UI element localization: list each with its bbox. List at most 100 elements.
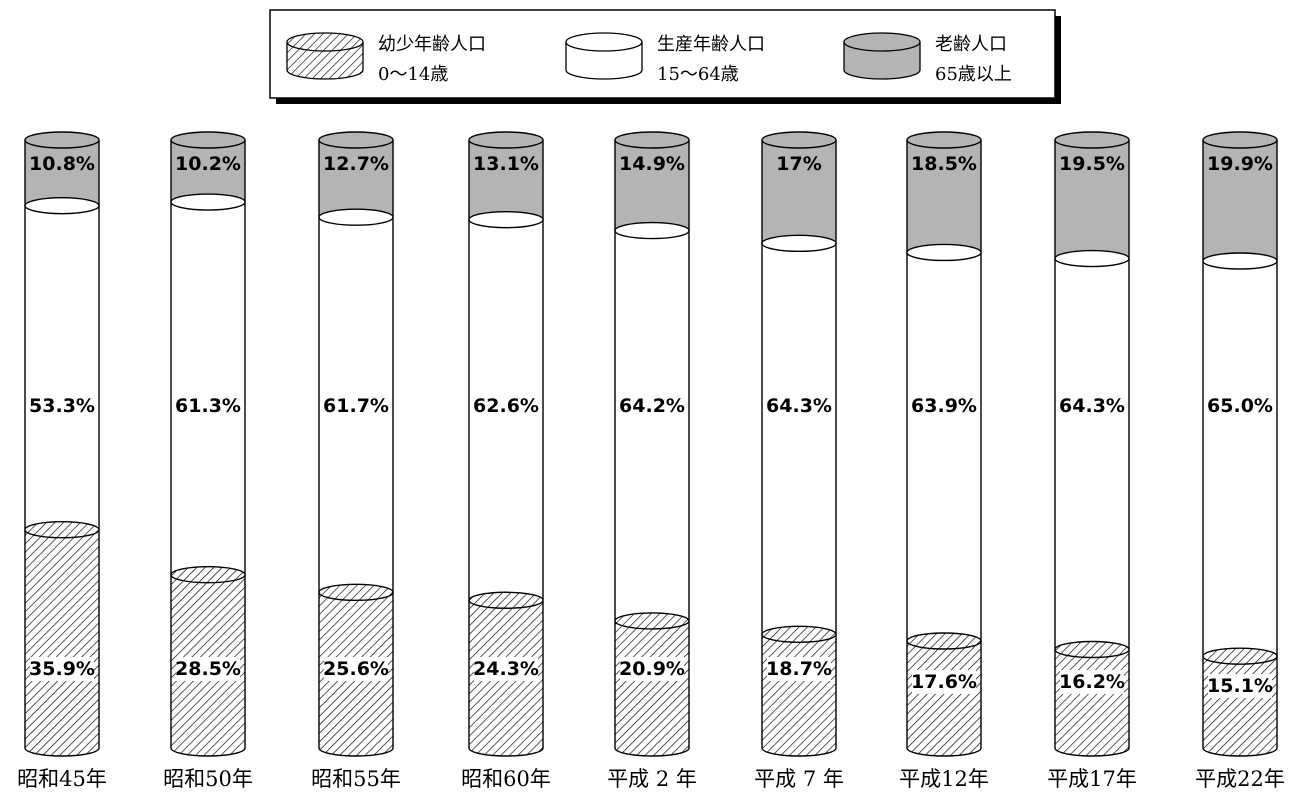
bar-boundary-young-top — [468, 591, 544, 609]
bar-boundary-working-top — [318, 208, 394, 226]
bar-segment-elderly — [25, 140, 99, 206]
category-label: 昭和55年 — [311, 767, 401, 791]
legend-sublabel: 15〜64歳 — [657, 64, 739, 85]
data-label-elderly: 17% — [776, 153, 821, 175]
bar-segment-elderly — [469, 140, 543, 220]
data-label-bg — [620, 657, 684, 681]
bar-top-cap — [1054, 131, 1130, 149]
bar-segment-working — [171, 202, 245, 575]
data-label-elderly: 10.2% — [175, 153, 241, 175]
legend-swatch-top — [843, 32, 921, 52]
bar-segment-young — [25, 529, 99, 748]
bar-segment-working — [762, 243, 836, 635]
data-label-working: 65.0% — [1207, 395, 1273, 417]
bar-boundary-working-top — [170, 193, 246, 211]
data-label-young: 20.9% — [619, 658, 685, 680]
bar-boundary-working-top — [1202, 252, 1278, 270]
bar-base-fill — [762, 748, 836, 756]
data-label-working: 64.2% — [619, 395, 685, 417]
bar-base-fill — [615, 748, 689, 756]
bar-base-curve — [468, 747, 544, 757]
data-label-working: 64.3% — [1059, 395, 1125, 417]
bar-boundary-young-top — [1202, 647, 1278, 665]
bar-base-curve — [24, 747, 100, 757]
legend-sublabel: 0〜14歳 — [378, 64, 448, 85]
bar-segment-working — [319, 217, 393, 593]
data-label-working: 62.6% — [473, 395, 539, 417]
legend-item-elderly: 老齢人口 65歳以上 — [843, 32, 1012, 85]
bar-segment-working — [1203, 260, 1277, 657]
data-label-bg — [1060, 670, 1124, 694]
bar-column: 35.9% 53.3% 10.8% — [24, 131, 100, 757]
data-label-bg — [767, 657, 831, 681]
bar-base-fill — [171, 748, 245, 756]
data-label-bg — [176, 657, 240, 681]
bar-boundary-young-top — [614, 612, 690, 630]
bar-segment-elderly — [319, 140, 393, 218]
legend-item-young: 幼少年齢人口 0〜14歳 — [286, 32, 486, 85]
data-label-working: 53.3% — [29, 395, 95, 417]
category-label: 昭和45年 — [17, 767, 107, 791]
data-label-bg — [30, 657, 94, 681]
bar-column: 28.5% 61.3% 10.2% — [170, 131, 246, 757]
bar-base-curve — [318, 747, 394, 757]
bar-top-cap — [24, 131, 100, 149]
bar-base-fill — [1203, 748, 1277, 756]
bar-column: 16.2% 64.3% 19.5% — [1054, 131, 1130, 757]
data-label-elderly: 19.9% — [1207, 153, 1273, 175]
bar-segment-elderly — [615, 140, 689, 231]
data-label-elderly: 18.5% — [911, 153, 977, 175]
bar-segment-young — [615, 620, 689, 748]
bar-base-curve — [614, 747, 690, 757]
bar-segment-young — [1055, 649, 1129, 748]
bar-column: 20.9% 64.2% 14.9% — [614, 131, 690, 757]
category-label: 平成 2 年 — [607, 767, 697, 791]
bars-layer: 35.9% 53.3% 10.8% 28.5% 61.3% 10.2% 25.6% 61.7%… — [24, 131, 1278, 757]
category-label: 平成12年 — [899, 767, 989, 791]
bar-segment-working — [25, 205, 99, 530]
bar-segment-young — [907, 640, 981, 748]
legend-box — [269, 9, 1056, 99]
legend-label: 生産年齢人口 — [657, 34, 765, 55]
legend-swatch-curve — [565, 69, 643, 80]
data-label-working: 63.9% — [911, 395, 977, 417]
data-label-working: 61.7% — [323, 395, 389, 417]
category-label: 平成 7 年 — [754, 767, 844, 791]
bar-segment-elderly — [1203, 140, 1277, 261]
legend-label: 老齢人口 — [935, 34, 1007, 55]
bar-boundary-young-top — [761, 625, 837, 644]
data-label-elderly: 12.7% — [323, 153, 389, 175]
bar-base-curve — [1202, 747, 1278, 757]
bar-boundary-working-top — [24, 196, 100, 215]
bar-boundary-working-top — [761, 234, 837, 253]
bar-base-fill — [319, 748, 393, 756]
bar-boundary-young-top — [24, 521, 100, 539]
data-label-elderly: 13.1% — [473, 153, 539, 175]
category-label: 昭和60年 — [461, 767, 551, 791]
bar-base-fill — [25, 748, 99, 756]
legend-swatch-base — [844, 70, 920, 79]
bar-column: 18.7% 64.3% 17% — [761, 131, 837, 757]
bar-segment-working — [469, 219, 543, 601]
bar-top-cap — [614, 131, 690, 149]
bar-boundary-young-top — [170, 566, 246, 584]
category-labels: 昭和45年 昭和50年 昭和55年 昭和60年 平成 2 年 平成 7 年 平成12年 平成1… — [17, 767, 1285, 791]
bar-top-cap — [1202, 131, 1278, 149]
bar-column: 24.3% 62.6% 13.1% — [468, 131, 544, 757]
data-label-young: 35.9% — [29, 658, 95, 680]
bar-base-fill — [1055, 748, 1129, 756]
legend-sublabel: 65歳以上 — [935, 64, 1012, 85]
bar-boundary-young-top — [318, 583, 394, 602]
bar-boundary-young-top — [906, 632, 982, 650]
legend-swatch-top — [565, 32, 643, 52]
bar-top-cap — [318, 131, 394, 149]
data-label-young: 28.5% — [175, 658, 241, 680]
category-label: 平成22年 — [1195, 767, 1285, 791]
legend-label: 幼少年齢人口 — [378, 34, 486, 55]
bar-top-cap — [761, 131, 837, 149]
bar-segment-elderly — [762, 140, 836, 244]
bar-segment-elderly — [907, 140, 981, 253]
data-label-young: 16.2% — [1059, 671, 1125, 693]
data-label-working: 64.3% — [766, 395, 832, 417]
data-label-bg — [912, 670, 976, 694]
